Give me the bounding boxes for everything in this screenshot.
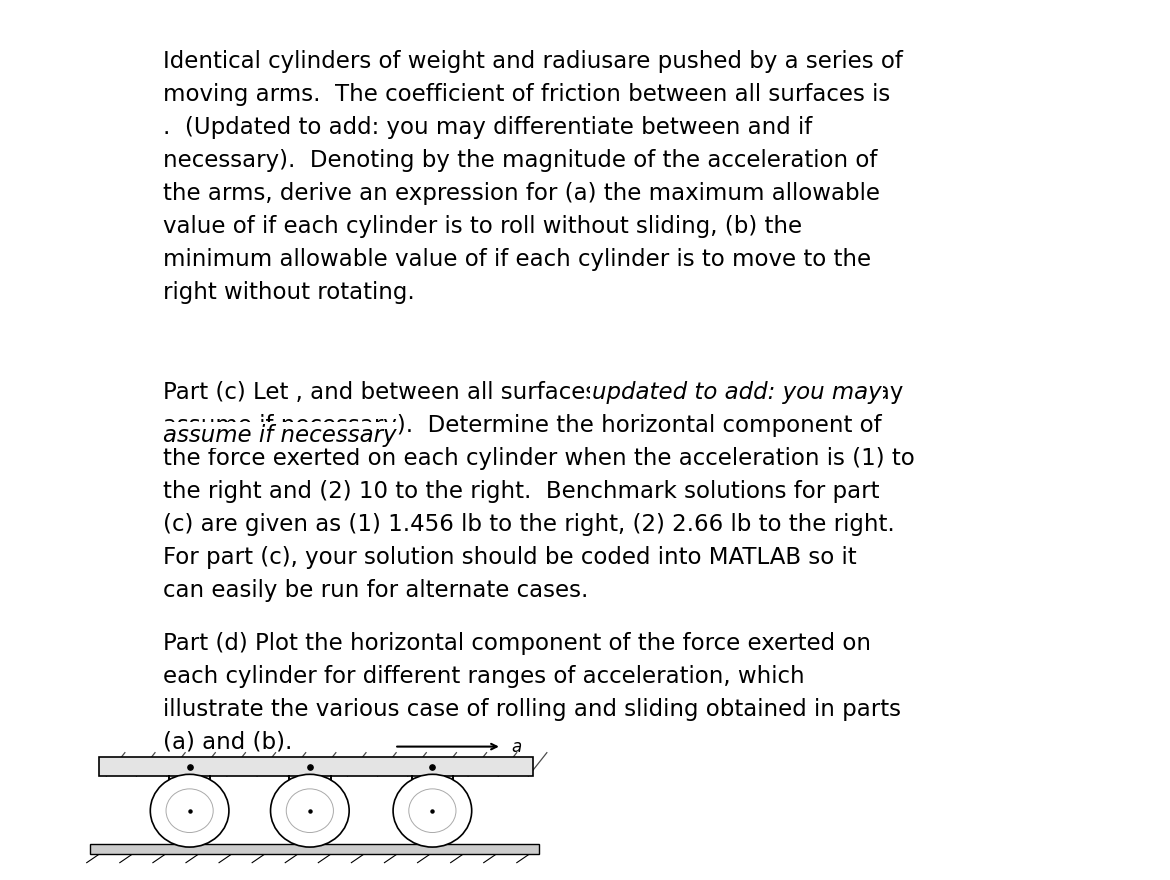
Text: a: a	[511, 737, 522, 756]
Text: Part (c) Let , and between all surfaces (updated to add: you may
assume if neces: Part (c) Let , and between all surfaces …	[163, 381, 915, 602]
Text: Part (d) Plot the horizontal component of the force exerted on
each cylinder for: Part (d) Plot the horizontal component o…	[163, 632, 901, 754]
Text: assume if necessary: assume if necessary	[163, 423, 397, 446]
Ellipse shape	[270, 774, 349, 847]
Text: Identical cylinders of weight and radiusare pushed by a series of
moving arms.  : Identical cylinders of weight and radius…	[163, 50, 903, 304]
Text: updated to add: you may: updated to add: you may	[592, 381, 882, 404]
Bar	[99, 757, 534, 776]
Ellipse shape	[393, 774, 472, 847]
Ellipse shape	[150, 774, 229, 847]
Bar	[90, 844, 538, 854]
